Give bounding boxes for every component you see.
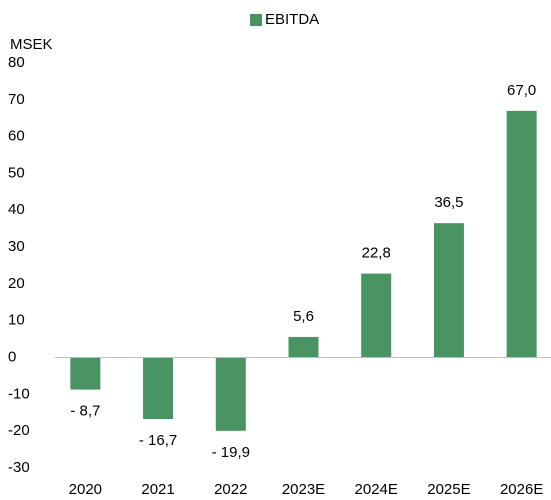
x-tick-label: 2026E xyxy=(500,481,543,498)
legend-label: EBITDA xyxy=(265,11,319,28)
y-tick-label: -20 xyxy=(8,422,30,439)
x-tick-label: 2021 xyxy=(141,481,174,498)
bar xyxy=(215,357,246,431)
y-tick-label: -10 xyxy=(8,385,30,402)
bar xyxy=(361,273,392,358)
value-label: 5,6 xyxy=(293,308,314,325)
value-label: - 8,7 xyxy=(70,403,100,420)
x-tick-label: 2025E xyxy=(427,481,470,498)
y-tick-label: 40 xyxy=(8,201,25,218)
bar xyxy=(70,357,101,390)
value-label: - 16,7 xyxy=(139,432,177,449)
x-tick-label: 2020 xyxy=(69,481,102,498)
y-tick-label: 60 xyxy=(8,128,25,145)
x-tick-label: 2023E xyxy=(282,481,325,498)
y-axis-label: MSEK xyxy=(10,36,53,53)
y-tick-label: 50 xyxy=(8,164,25,181)
bar xyxy=(143,357,174,420)
y-tick-label: 30 xyxy=(8,238,25,255)
x-tick-label: 2024E xyxy=(355,481,398,498)
y-tick-label: 0 xyxy=(8,349,16,366)
x-tick-label: 2022 xyxy=(214,481,247,498)
bar xyxy=(433,223,464,358)
y-tick-label: 70 xyxy=(8,91,25,108)
y-tick-label: 80 xyxy=(8,54,25,71)
y-tick-label: -30 xyxy=(8,459,30,476)
y-tick-label: 20 xyxy=(8,275,25,292)
legend-swatch xyxy=(250,14,262,26)
value-label: 22,8 xyxy=(362,245,391,262)
value-label: - 19,9 xyxy=(212,444,250,461)
value-label: 67,0 xyxy=(507,82,536,99)
value-label: 36,5 xyxy=(434,194,463,211)
y-tick-label: 10 xyxy=(8,312,25,329)
bar xyxy=(506,110,537,358)
bar xyxy=(288,336,319,358)
